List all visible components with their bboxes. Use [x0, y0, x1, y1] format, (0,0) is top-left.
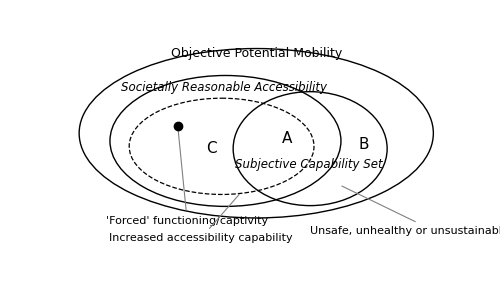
Text: Unsafe, unhealthy or unsustainable mobility: Unsafe, unhealthy or unsustainable mobil…	[310, 186, 500, 236]
Text: A: A	[282, 131, 292, 146]
Text: C: C	[206, 141, 217, 156]
Text: Objective Potential Mobility: Objective Potential Mobility	[170, 47, 342, 60]
Text: Subjective Capability Set: Subjective Capability Set	[235, 158, 382, 171]
Text: B: B	[359, 136, 370, 151]
Text: 'Forced' functioning/captivity: 'Forced' functioning/captivity	[106, 128, 268, 226]
Text: Societally Reasonable Accessibility: Societally Reasonable Accessibility	[121, 81, 327, 94]
Text: Increased accessibility capability: Increased accessibility capability	[109, 194, 292, 243]
